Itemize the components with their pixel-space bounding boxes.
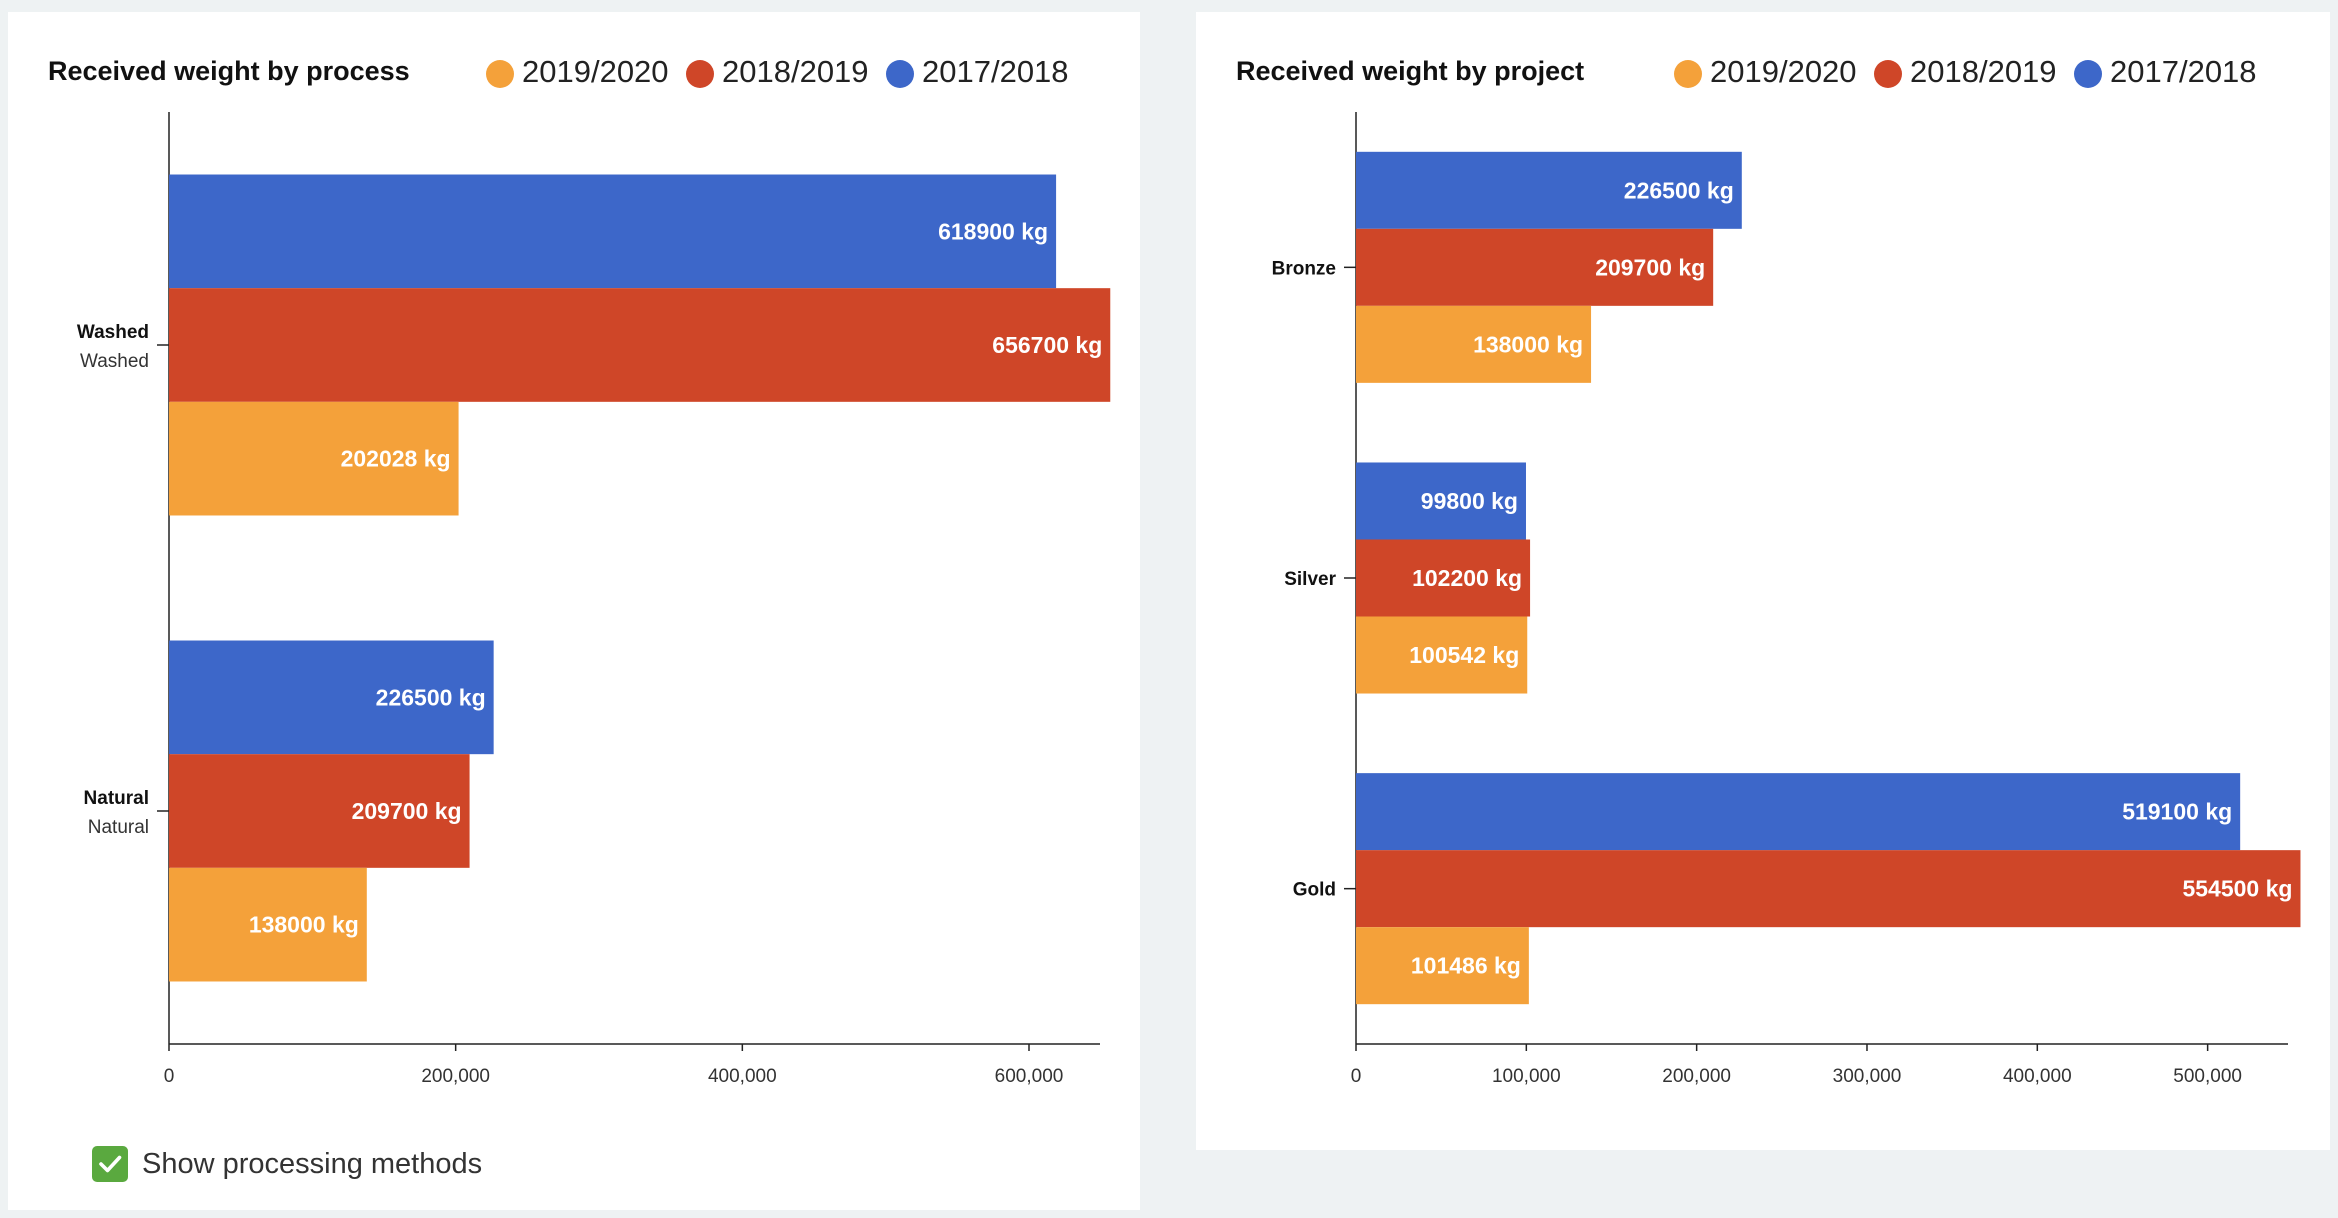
data-label-gold-2019-2020: 101486 kg (1411, 953, 1521, 979)
data-label-bronze-2018-2019: 209700 kg (1595, 254, 1705, 280)
category-label-silver: Silver (1284, 569, 1336, 590)
category-label-natural: Natural (84, 788, 149, 809)
x-tick-label: 200,000 (421, 1066, 490, 1087)
legend-label: 2017/2018 (922, 54, 1069, 89)
category-label-washed: Washed (77, 322, 149, 343)
process-chart-title: Received weight by process (48, 56, 410, 86)
x-tick-label: 600,000 (995, 1066, 1064, 1087)
legend-label: 2019/2020 (522, 54, 669, 89)
legend-swatch-2018-2019 (686, 60, 714, 88)
x-tick-label: 500,000 (2173, 1066, 2242, 1087)
project-chart-title: Received weight by project (1236, 56, 1585, 86)
bar-gold-2017-2018 (1356, 773, 2241, 851)
category-label-bronze: Bronze (1272, 258, 1336, 279)
process-bar-chart: 0 200,000 400,000 600,000 Washed Washed 618900… (77, 112, 1111, 1087)
bar-washed-2019-2020 (169, 401, 459, 516)
bar-washed-2017-2018 (169, 174, 1057, 289)
bar-bronze-2019-2020 (1356, 305, 1592, 383)
legend-swatch-2018-2019 (1874, 60, 1902, 88)
bar-natural-2019-2020 (169, 867, 367, 982)
data-label-bronze-2017-2018: 226500 kg (1624, 177, 1734, 203)
project-chart-card: Received weight by project 2019/2020 201… (1196, 12, 2330, 1150)
x-tick-label: 400,000 (708, 1066, 777, 1087)
category-sublabel-natural: Natural (88, 817, 149, 838)
x-tick-label: 0 (164, 1066, 175, 1087)
x-tick-label: 100,000 (1492, 1066, 1561, 1087)
data-label-gold-2017-2018: 519100 kg (2122, 799, 2232, 825)
bar-washed-2018-2019 (169, 288, 1111, 402)
legend-label: 2018/2019 (722, 54, 869, 89)
data-label-natural-2019-2020: 138000 kg (249, 912, 359, 938)
data-label-silver-2017-2018: 99800 kg (1421, 488, 1518, 514)
data-label-washed-2019-2020: 202028 kg (341, 446, 451, 472)
data-label-silver-2019-2020: 100542 kg (1409, 642, 1519, 668)
show-processing-methods-checkbox[interactable] (92, 1146, 128, 1182)
legend-label: 2019/2020 (1710, 54, 1857, 89)
data-label-washed-2018-2019: 656700 kg (992, 332, 1102, 358)
legend-swatch-2019-2020 (486, 60, 514, 88)
x-tick-label: 300,000 (1833, 1066, 1902, 1087)
data-label-natural-2018-2019: 209700 kg (352, 798, 462, 824)
bar-gold-2019-2020 (1356, 927, 1529, 1005)
bar-silver-2018-2019 (1356, 539, 1531, 617)
data-label-gold-2018-2019: 554500 kg (2182, 876, 2292, 902)
bar-natural-2018-2019 (169, 754, 470, 868)
bar-natural-2017-2018 (169, 640, 494, 755)
project-bar-chart: 0100,000200,000300,000400,000500,000600,… (1272, 112, 2301, 1087)
legend-label: 2018/2019 (1910, 54, 2057, 89)
category-sublabel-washed: Washed (80, 351, 149, 372)
bar-bronze-2018-2019 (1356, 228, 1714, 306)
x-tick-label: 400,000 (2003, 1066, 2072, 1087)
legend-label: 2017/2018 (2110, 54, 2257, 89)
data-label-washed-2017-2018: 618900 kg (938, 218, 1048, 244)
x-tick-label: 200,000 (1662, 1066, 1731, 1087)
x-tick-label: 0 (1351, 1066, 1362, 1087)
show-processing-methods-label: Show processing methods (142, 1148, 483, 1180)
bar-gold-2018-2019 (1356, 850, 2301, 928)
legend-swatch-2017-2018 (886, 60, 914, 88)
legend-swatch-2019-2020 (1674, 60, 1702, 88)
bar-silver-2017-2018 (1356, 462, 1526, 540)
process-chart-card: Received weight by process 2019/2020 201… (8, 12, 1140, 1210)
legend-swatch-2017-2018 (2074, 60, 2102, 88)
bar-bronze-2017-2018 (1356, 151, 1742, 229)
data-label-silver-2018-2019: 102200 kg (1412, 565, 1522, 591)
data-label-natural-2017-2018: 226500 kg (376, 684, 486, 710)
category-label-gold: Gold (1293, 880, 1336, 901)
check-icon (99, 1155, 122, 1173)
data-label-bronze-2019-2020: 138000 kg (1473, 331, 1583, 357)
bar-silver-2019-2020 (1356, 616, 1528, 694)
